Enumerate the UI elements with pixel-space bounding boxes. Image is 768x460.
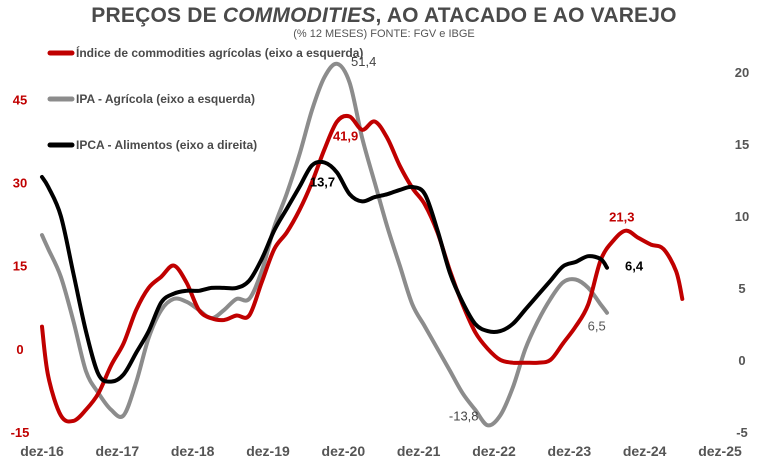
x-tick-label: dez-19 [246, 443, 290, 459]
right-tick-label: -5 [736, 425, 748, 440]
x-tick-label: dez-20 [322, 443, 366, 459]
legend-label: IPA - Agrícola (eixo a esquerda) [76, 92, 255, 106]
data-label: 6,5 [588, 318, 606, 333]
title-part-1: PREÇOS DE [91, 4, 223, 27]
x-tick-label: dez-24 [623, 443, 667, 459]
x-axis-ticks: dez-16 dez-17 dez-18 dez-19 dez-20 dez-21 dez-… [20, 443, 742, 459]
right-tick-label: 10 [735, 209, 749, 224]
title-part-3: , AO ATACADO E AO VAREJO [375, 4, 677, 27]
left-tick-label: 30 [13, 175, 27, 190]
legend-label: IPCA - Alimentos (eixo a direita) [76, 138, 257, 152]
series-line-2 [40, 61, 609, 428]
data-label: 51,4 [351, 54, 376, 69]
legend-label: Índice de commodities agrícolas (eixo a … [76, 45, 363, 60]
right-tick-label: 5 [738, 281, 745, 296]
data-labels: 51,4 41,9 13,7 21,3 6,4 6,5 -13,8 [310, 54, 644, 424]
legend: Índice de commodities agrícolas (eixo a … [47, 45, 363, 152]
right-axis-ticks: 20 15 10 5 0 -5 [735, 65, 749, 440]
data-label: 13,7 [310, 175, 335, 190]
data-label: -13,8 [449, 408, 479, 423]
right-tick-label: 0 [738, 353, 745, 368]
data-label: 41,9 [333, 128, 358, 143]
data-label: 6,4 [625, 259, 644, 274]
series-line-3 [40, 159, 609, 384]
right-tick-label: 15 [735, 137, 749, 152]
x-tick-label: dez-25 [698, 443, 742, 459]
left-tick-label: 0 [16, 342, 23, 357]
x-tick-label: dez-21 [397, 443, 441, 459]
left-tick-label: 15 [13, 259, 27, 274]
data-label: 21,3 [609, 210, 634, 225]
x-tick-label: dez-22 [472, 443, 516, 459]
right-tick-label: 20 [735, 65, 749, 80]
series-lines [40, 61, 685, 428]
series-line-1 [40, 113, 685, 424]
x-tick-label: dez-17 [96, 443, 140, 459]
title-part-2: COMMODITIES [222, 4, 376, 27]
x-tick-label: dez-18 [171, 443, 215, 459]
chart-subtitle: (% 12 MESES) FONTE: FGV e IBGE [293, 28, 475, 40]
x-tick-label: dez-16 [20, 443, 64, 459]
left-tick-label: -15 [11, 425, 30, 440]
left-tick-label: 45 [13, 92, 27, 107]
x-tick-label: dez-23 [548, 443, 592, 459]
chart-title: PREÇOS DE COMMODITIES, AO ATACADO E AO V… [0, 4, 768, 28]
left-axis-ticks: 45 30 15 0 -15 [11, 92, 30, 440]
